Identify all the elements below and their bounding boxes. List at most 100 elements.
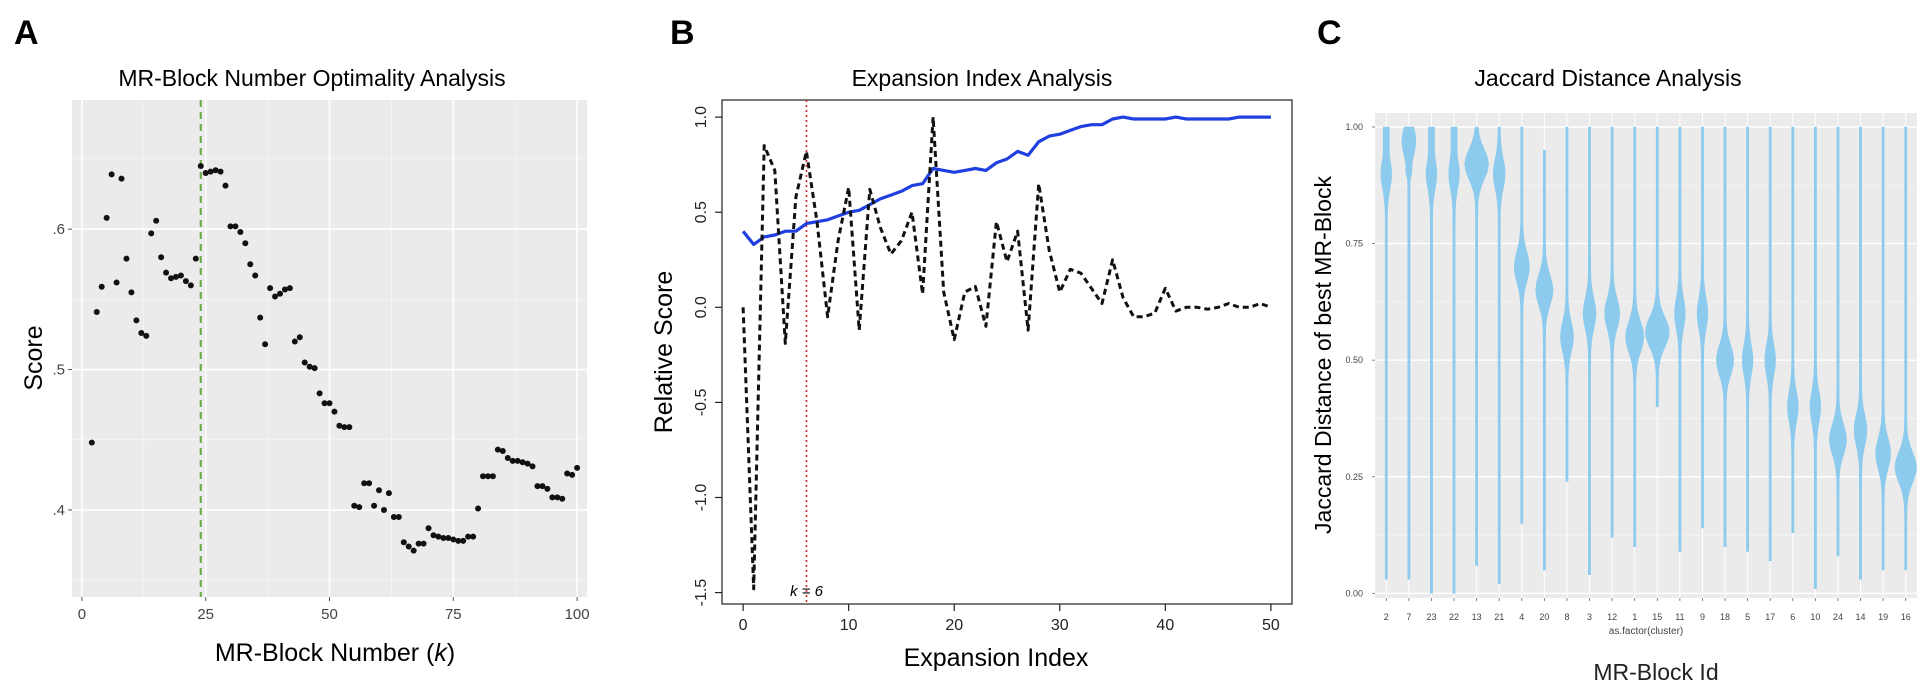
panel-c-violin [1875,126,1892,571]
panel-a-y-tick-label: .4 [52,502,65,519]
panel-b-x-tick-label: 10 [840,617,858,634]
panel-c-x-tick-label: 19 [1878,612,1888,622]
panel-a-data-point [276,290,283,297]
panel-c-violin [1787,126,1799,533]
panel-a-data-point [440,535,447,542]
panel-a-x-tick-label: 100 [565,606,590,623]
panel-a-data-point [390,513,397,520]
panel-c-x-tick-label: 14 [1856,612,1866,622]
panel-a-x-tick-label: 0 [78,606,86,623]
panel-c-violin [1582,126,1597,575]
panel-a-data-point [192,255,199,262]
panel-c-x-tick-label: 1 [1632,612,1637,622]
panel-a-data-point [341,424,348,431]
panel-a-data-point [425,525,432,532]
panel-a-data-point [395,513,402,520]
panel-a: A MR-Block Number Optimality Analysis 0 2… [14,14,590,667]
panel-a-data-point [460,537,467,544]
panel-b-y-tick-label: 0.0 [693,296,710,318]
panel-b-x-tick-label: 0 [739,617,748,634]
panel-a-data-point [371,502,378,509]
panel-a-x-ticks: 0 25 50 75 100 [78,597,590,623]
panel-a-data-point [524,460,531,467]
panel-b-y-tick-label: -1.5 [693,579,710,607]
panel-a-data-point [484,473,491,480]
panel-a-x-axis-label-main: MR-Block Number ( [215,639,435,667]
panel-c-y-tick-label: 0.50 [1345,355,1363,365]
panel-c-letter: C [1317,14,1342,52]
panel-a-data-point [494,446,501,453]
panel-a-data-point [435,533,442,540]
panel-a-data-point [336,422,343,429]
panel-c-violin [1809,126,1822,589]
panel-a-data-point [103,214,110,221]
panel-b-y-axis-label: Relative Score [650,271,678,434]
panel-c-violin [1513,126,1530,524]
panel-c: C Jaccard Distance Analysis 2 7 23 22 13 21 4 2… [1310,14,1917,685]
panel-a-data-point [138,330,145,337]
panel-a-data-point [539,483,546,490]
panel-a-data-point [420,540,427,547]
panel-a-data-point [480,473,487,480]
panel-c-x-tick-label: 6 [1790,612,1795,622]
panel-c-y-ticks: 0.00 0.25 0.50 0.75 1.00 [1345,122,1375,598]
panel-a-data-point [554,494,561,501]
panel-b-x-tick-label: 20 [945,617,963,634]
panel-c-title: Jaccard Distance Analysis [1474,65,1741,91]
panel-c-x-tick-label: 16 [1901,612,1911,622]
panel-c-y-tick-label: 0.25 [1345,472,1363,482]
panel-a-data-point [301,359,308,366]
panel-a-data-point [519,459,526,466]
panel-a-data-point [133,317,140,324]
panel-c-violin [1492,126,1506,585]
panel-c-violin [1604,126,1621,538]
panel-a-data-point [415,540,422,547]
panel-a-data-point [93,308,100,315]
panel-c-y-tick-label: 0.00 [1345,588,1363,598]
panel-a-y-ticks: .4 .5 .6 [52,221,72,519]
panel-c-violin [1380,126,1393,580]
panel-c-plot-area [1375,113,1917,598]
panel-a-data-point [366,480,373,487]
panel-a-data-point [529,463,536,470]
panel-a-x-axis-label: MR-Block Number (k) [215,639,455,667]
panel-a-data-point [143,332,150,339]
panel-a-data-point [286,285,293,292]
panel-a-data-point [499,447,506,454]
panel-a-data-point [168,275,175,282]
panel-c-violin [1741,126,1754,552]
panel-a-data-point [385,490,392,497]
panel-b-k-marker-label: k = 6 [790,583,824,600]
panel-c-x-tick-label: 15 [1652,612,1662,622]
panel-a-data-point [148,230,155,237]
panel-c-violin [1425,126,1438,594]
panel-a-data-point [88,439,95,446]
panel-a-data-point [489,473,496,480]
panel-a-data-point [405,543,412,550]
panel-b-y-tick-label: -0.5 [693,389,710,417]
panel-a-data-point [380,506,387,513]
panel-a-x-axis-label-k: k [434,639,448,667]
panel-a-data-point [158,254,165,261]
panel-a-data-point [514,457,521,464]
panel-a-data-point [410,547,417,554]
panel-a-data-point [291,338,298,345]
panel-c-x-tick-label: 18 [1720,612,1730,622]
panel-a-y-tick-label: .6 [52,221,65,238]
panel-c-x-tick-label: 10 [1810,612,1820,622]
panel-a-points [88,162,581,554]
panel-c-x-tick-label: 22 [1449,612,1459,622]
panel-a-data-point [316,390,323,397]
panel-a-data-point [504,455,511,462]
panel-a-data-point [187,282,194,289]
panel-a-data-point [217,168,224,175]
panel-a-data-point [163,269,170,276]
panel-a-title: MR-Block Number Optimality Analysis [118,65,505,91]
panel-b-y-ticks: -1.5 -1.0 -0.5 0.0 0.5 1.0 [693,106,722,606]
panel-c-x-axis-outer-label: MR-Block Id [1593,659,1718,685]
panel-c-violin [1696,126,1709,529]
panel-c-x-ticks: 2 7 23 22 13 21 4 20 8 3 12 1 15 11 9 18 5 17 6 10 24 14 19 16 [1384,598,1911,622]
panel-c-violin [1764,126,1776,561]
panel-b-y-tick-label: 1.0 [693,106,710,128]
panel-a-data-point [242,240,249,247]
